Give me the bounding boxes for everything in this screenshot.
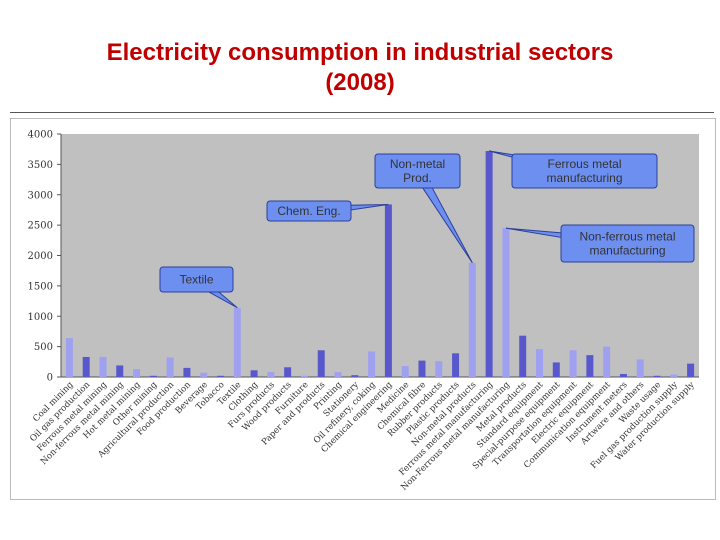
bar xyxy=(452,353,460,377)
callout-label: Textile xyxy=(179,273,213,287)
title-line-2: (2008) xyxy=(325,69,395,96)
bar xyxy=(300,375,308,377)
bar xyxy=(384,204,392,377)
title-divider xyxy=(10,112,714,113)
callout-label: Chem. Eng. xyxy=(277,204,340,218)
bar xyxy=(401,366,409,377)
bar xyxy=(183,367,191,377)
bar xyxy=(603,346,611,377)
bar xyxy=(586,355,594,377)
callout-label: Ferrous metal manufacturing xyxy=(546,157,622,185)
bar xyxy=(284,367,292,377)
y-tick-label: 4000 xyxy=(28,130,53,141)
y-tick-label: 2500 xyxy=(28,221,53,232)
bar xyxy=(653,375,661,377)
bar xyxy=(569,350,577,377)
callout-label: Non-metal Prod. xyxy=(390,157,445,185)
callout-box xyxy=(159,266,234,293)
bar xyxy=(166,357,174,377)
bar xyxy=(133,369,141,377)
bar xyxy=(536,349,543,377)
bar xyxy=(351,375,359,377)
bar xyxy=(99,356,107,377)
y-tick-label: 0 xyxy=(47,373,53,384)
y-tick-label: 2000 xyxy=(28,251,53,262)
bar xyxy=(502,228,510,377)
bar xyxy=(233,307,241,377)
callout-box xyxy=(560,224,695,263)
slide-title: Electricity consumption in industrial se… xyxy=(40,38,680,98)
bar xyxy=(468,262,476,377)
bar xyxy=(116,365,124,377)
callout-box xyxy=(266,200,352,222)
bar xyxy=(200,372,208,377)
bar xyxy=(636,359,644,377)
bar xyxy=(250,370,258,377)
bar xyxy=(82,356,90,377)
y-tick-label: 1000 xyxy=(28,312,53,323)
y-tick-label: 500 xyxy=(34,342,53,353)
bar xyxy=(670,374,678,377)
bar xyxy=(149,375,157,377)
callout-box xyxy=(511,153,658,189)
y-tick-label: 3000 xyxy=(28,190,53,201)
bar xyxy=(65,338,73,377)
y-tick-label: 1500 xyxy=(28,281,53,292)
bar xyxy=(368,351,376,377)
bar xyxy=(217,375,224,377)
bar xyxy=(552,362,560,377)
bar xyxy=(485,151,493,377)
title-line-1: Electricity consumption in industrial se… xyxy=(106,39,614,66)
bar xyxy=(267,372,275,377)
bar xyxy=(317,350,325,377)
chart-frame: 0 500 1000 1500 2000 2500 3000 3500 4000 Coal min… xyxy=(10,118,716,500)
callout-box xyxy=(374,153,461,189)
bar xyxy=(619,373,627,377)
bar xyxy=(334,372,342,377)
bar xyxy=(687,363,695,377)
bar xyxy=(435,361,443,377)
bar xyxy=(519,335,527,377)
bar xyxy=(418,360,426,377)
y-tick-label: 3500 xyxy=(28,160,53,171)
callout-label: Non-ferrous metal manufacturing xyxy=(579,230,675,258)
